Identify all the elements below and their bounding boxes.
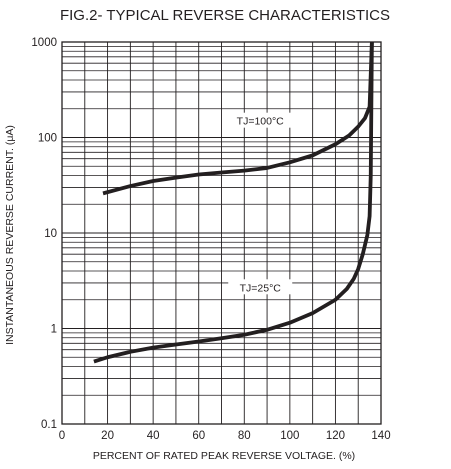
plot-frame xyxy=(61,41,382,425)
annotation-background xyxy=(225,112,296,128)
x-tick-label: 60 xyxy=(192,430,205,442)
grid xyxy=(62,42,381,424)
annotation-background xyxy=(228,279,293,295)
y-tick-label: 1 xyxy=(51,324,57,336)
x-tick-label: 0 xyxy=(59,430,65,442)
y-tick-label: 1000 xyxy=(31,37,57,49)
curve-series-tj100 xyxy=(102,41,374,196)
annotation-label: TJ=25°C xyxy=(240,282,282,294)
x-tick-label: 40 xyxy=(147,430,160,442)
annotation-label: TJ=100°C xyxy=(237,116,285,128)
curve-series-tj25 xyxy=(93,41,374,364)
x-tick-label: 80 xyxy=(238,430,251,442)
x-tick-label: 120 xyxy=(326,430,345,442)
y-axis-label: INSTANTANEOUS REVERSE CURRENT. (μA) xyxy=(4,125,16,345)
y-tick-label: 100 xyxy=(38,133,57,145)
y-tick-labels: 0.1 1 10 100 1000 xyxy=(31,37,57,431)
chart-title: FIG.2- TYPICAL REVERSE CHARACTERISTICS xyxy=(60,7,390,24)
annotations: TJ=100°C TJ=25°C xyxy=(225,112,296,295)
x-tick-label: 20 xyxy=(101,430,114,442)
y-tick-label: 0.1 xyxy=(41,419,57,431)
x-tick-label: 140 xyxy=(371,430,390,442)
curves xyxy=(93,41,374,364)
x-tick-labels: 0 20 40 60 80 100 120 140 xyxy=(59,430,391,442)
y-tick-label: 10 xyxy=(44,228,57,240)
x-axis-label: PERCENT OF RATED PEAK REVERSE VOLTAGE. (… xyxy=(93,450,355,462)
x-tick-label: 100 xyxy=(280,430,299,442)
